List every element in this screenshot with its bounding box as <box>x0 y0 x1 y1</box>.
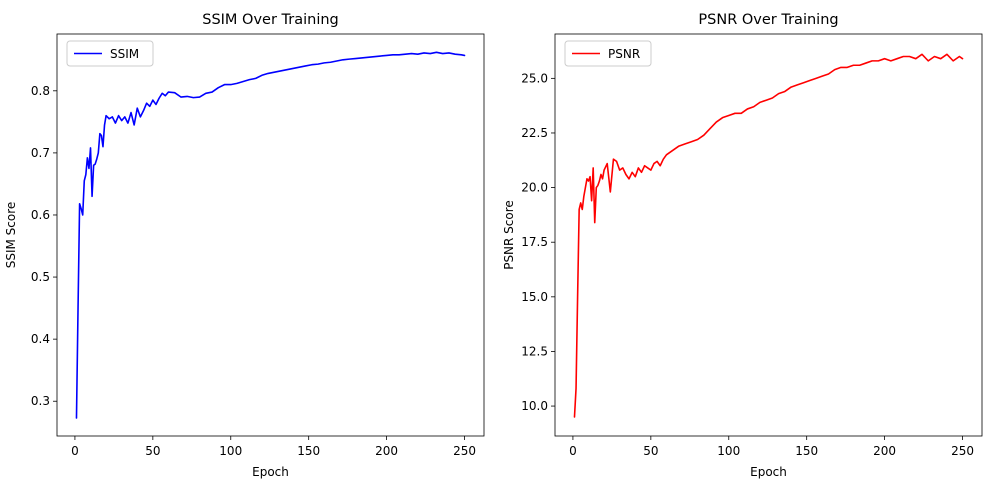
y-tick-label: 17.5 <box>521 235 548 249</box>
x-tick-label: 50 <box>145 444 160 458</box>
legend: PSNR <box>564 40 652 67</box>
legend-box <box>66 40 154 67</box>
series-line-psnr <box>573 53 964 418</box>
legend-box <box>564 40 652 67</box>
y-tick-label: 0.8 <box>31 84 50 98</box>
chart-title: SSIM Over Training <box>202 12 339 28</box>
x-tick-label: 200 <box>873 444 896 458</box>
x-tick-label: 250 <box>453 444 476 458</box>
y-tick-label: 15.0 <box>521 290 548 304</box>
y-tick-label: 0.4 <box>31 332 50 346</box>
legend-label-psnr: PSNR <box>608 47 640 61</box>
y-tick-label: 0.6 <box>31 208 50 222</box>
y-tick-label: 0.5 <box>31 270 50 284</box>
x-axis-label: Epoch <box>750 465 787 479</box>
x-tick-label: 50 <box>643 444 658 458</box>
chart-title: PSNR Over Training <box>698 12 838 28</box>
series-line-ssim <box>75 51 466 419</box>
x-tick-label: 200 <box>375 444 398 458</box>
x-tick-label: 0 <box>71 444 79 458</box>
x-tick-label: 150 <box>297 444 320 458</box>
y-tick-label: 12.5 <box>521 344 548 358</box>
y-tick-label: 10.0 <box>521 399 548 413</box>
x-axis-label: Epoch <box>252 465 289 479</box>
x-tick-label: 250 <box>951 444 974 458</box>
chart-panel-1: 0 50 100 150 200 250 10.0 12.5 15.0 17.5 20.0 22.5 2… <box>502 12 983 479</box>
plot-frame <box>554 33 983 437</box>
legend-label-ssim: SSIM <box>110 47 139 61</box>
x-tick-label: 150 <box>795 444 818 458</box>
x-tick-label: 0 <box>569 444 577 458</box>
x-tick-label: 100 <box>717 444 740 458</box>
y-axis-label: SSIM Score <box>4 202 18 269</box>
y-tick-label: 0.7 <box>31 146 50 160</box>
y-axis-label: PSNR Score <box>502 200 516 270</box>
y-tick-label: 22.5 <box>521 126 548 140</box>
y-tick-label: 25.0 <box>521 71 548 85</box>
chart-panel-0: 0 50 100 150 200 250 0.3 0.4 0.5 0.6 0.7 0.8 SSIM Ov… <box>4 12 485 479</box>
y-tick-label: 20.0 <box>521 181 548 195</box>
x-tick-label: 100 <box>219 444 242 458</box>
y-tick-label: 0.3 <box>31 394 50 408</box>
plot-frame <box>56 33 485 437</box>
legend: SSIM <box>66 40 154 67</box>
